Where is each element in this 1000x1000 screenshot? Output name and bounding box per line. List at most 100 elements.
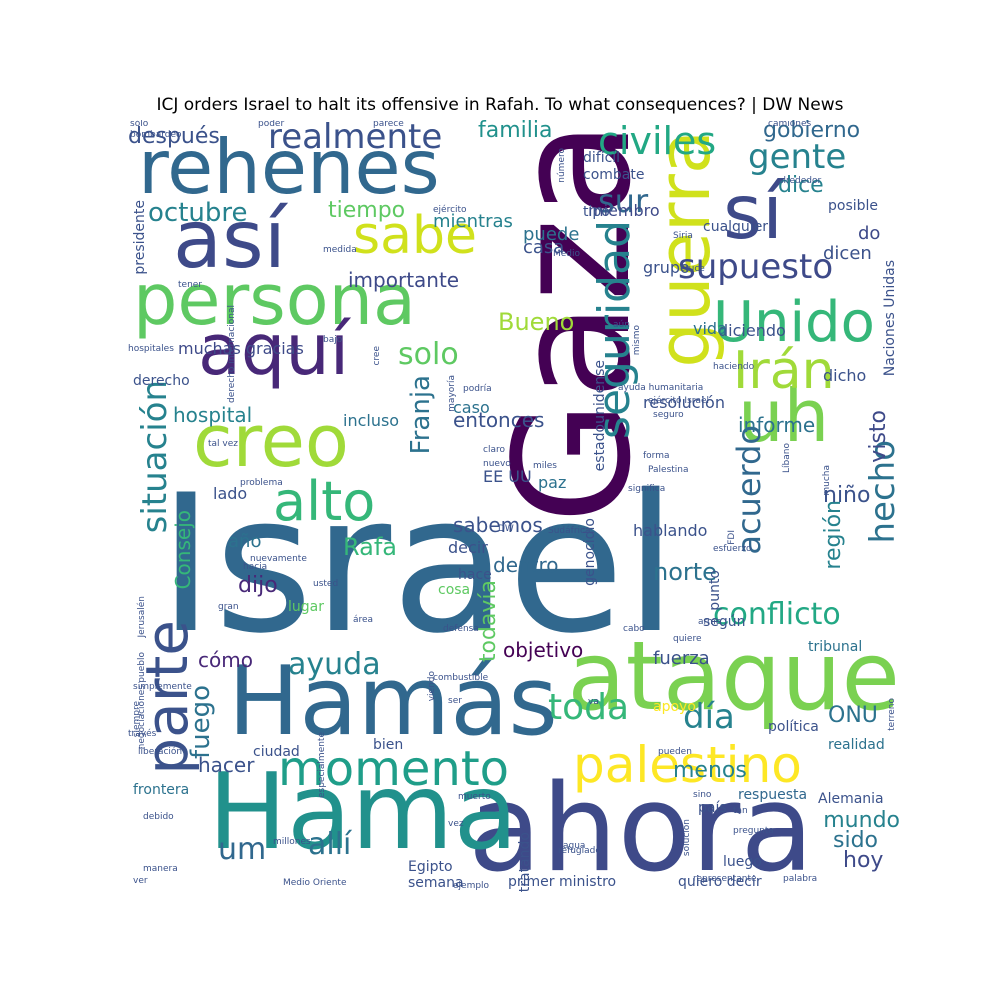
word-incluso: incluso bbox=[343, 411, 400, 430]
word-palestino: palestino bbox=[573, 736, 802, 794]
word-um: um bbox=[218, 832, 267, 867]
word-resolucion: resolución bbox=[643, 393, 725, 412]
word-supuesto: supuesto bbox=[678, 247, 834, 287]
word-como: cómo bbox=[198, 648, 253, 672]
word-numero: número bbox=[557, 148, 567, 183]
word-camiones: camiones bbox=[768, 120, 812, 129]
word-nino: niño bbox=[823, 483, 871, 508]
word-objetivo: objetivo bbox=[503, 638, 584, 662]
word-mucha: mucha bbox=[822, 465, 832, 496]
word-miembro: miembro bbox=[588, 201, 660, 220]
word-hace: hace bbox=[458, 567, 492, 583]
word-tipo: tipo bbox=[583, 204, 610, 220]
word-israel: Israel bbox=[158, 454, 678, 675]
word-medida: medida bbox=[323, 245, 357, 255]
word-pueden: pueden bbox=[658, 747, 692, 757]
word-alli: allí bbox=[308, 827, 352, 862]
word-decir: decir bbox=[448, 538, 488, 557]
word-significa: significa bbox=[628, 484, 666, 494]
word-dicho: dicho bbox=[823, 366, 867, 385]
word-usted: usted bbox=[313, 579, 339, 589]
word-diciendo: diciendo bbox=[718, 321, 786, 340]
word-sabe: sabe bbox=[353, 206, 477, 266]
word-cabo: cabo bbox=[623, 624, 645, 634]
word-consejo: Consejo bbox=[171, 510, 195, 590]
word-pueblo: pueblo bbox=[137, 652, 147, 683]
word-situacion: situación bbox=[135, 380, 175, 534]
word-unido: Unido bbox=[713, 290, 875, 355]
word-egipto: Egipto bbox=[408, 859, 453, 875]
word-conflicto: conflicto bbox=[713, 597, 841, 632]
word-bajo: bajo bbox=[323, 335, 343, 345]
word-luego: luego bbox=[723, 854, 762, 870]
word-agua: agua bbox=[563, 841, 586, 851]
word-dw: DW bbox=[498, 524, 514, 534]
word-va: va bbox=[588, 697, 599, 707]
word-pregunta: pregunta bbox=[733, 826, 774, 836]
word-persona: persona bbox=[133, 259, 416, 341]
word-solo: solo bbox=[398, 337, 459, 372]
word-libano: Líbano bbox=[782, 443, 792, 473]
word-grupo: grupo bbox=[643, 258, 690, 277]
word-combate: combate bbox=[583, 167, 645, 183]
word-simplemente: simplemente bbox=[133, 682, 192, 692]
word-onu: ONU bbox=[828, 703, 878, 728]
word-hamas: Hamás bbox=[228, 647, 558, 757]
word-alto: alto bbox=[273, 470, 376, 533]
word-aun: aún bbox=[613, 320, 630, 330]
word-podria: podría bbox=[463, 384, 492, 394]
word-naciones-unidas: Naciones Unidas bbox=[882, 260, 898, 377]
word-traves: través bbox=[128, 729, 157, 739]
word-medio: Medio bbox=[553, 249, 581, 259]
word-tan: tan bbox=[733, 806, 748, 816]
word-alemania: Alemania bbox=[818, 791, 884, 807]
word-octubre: octubre bbox=[148, 198, 248, 228]
word-ataque: ataque bbox=[567, 622, 900, 732]
word-rafa: Rafa bbox=[343, 533, 398, 561]
word-cree: cree bbox=[372, 346, 382, 366]
word-iran: Irán bbox=[733, 341, 835, 401]
word-ahora: ahora bbox=[468, 760, 814, 892]
word-jerusalen: Jerusalén bbox=[137, 596, 147, 638]
word-punto: punto bbox=[707, 570, 723, 611]
word-aqui: aquí bbox=[198, 309, 350, 391]
word-dentro: dentro bbox=[493, 553, 559, 577]
word-despues: después bbox=[128, 124, 220, 149]
word-bombardeo: bombardeo bbox=[130, 130, 182, 140]
word-siria: Siria bbox=[673, 231, 693, 241]
word-region: región bbox=[821, 500, 846, 570]
word-caso: caso bbox=[453, 398, 490, 417]
word-refugiado: refugiado bbox=[558, 846, 601, 856]
word-terreno: terreno bbox=[887, 698, 897, 731]
word-nuevo: nuevo bbox=[483, 459, 511, 469]
word-arma: arma bbox=[698, 617, 722, 627]
word-lado: lado bbox=[213, 484, 248, 503]
word-nuevamente: nuevamente bbox=[250, 554, 307, 564]
word-todavia: todavía bbox=[476, 580, 501, 663]
word-franja: Franja bbox=[406, 375, 436, 455]
word-sudafrica: Sudáfrica bbox=[548, 526, 591, 536]
word-ayuda: ayuda bbox=[288, 647, 381, 682]
word-forma: forma bbox=[643, 451, 670, 461]
word-vida: vida bbox=[693, 319, 727, 338]
word-millones: millones bbox=[273, 837, 311, 847]
word-esfuerzo: esfuerzo bbox=[713, 544, 752, 554]
word-presidente: presidente bbox=[132, 200, 148, 275]
word-tener: tener bbox=[178, 280, 203, 290]
word-palabra: palabra bbox=[783, 874, 818, 884]
word-haciendo: haciendo bbox=[713, 362, 755, 372]
word-alrededor: alrededor bbox=[778, 176, 822, 186]
word-visto: visto bbox=[866, 410, 891, 463]
word-derecho: derecho bbox=[133, 373, 190, 389]
word-dicen: dicen bbox=[823, 243, 872, 264]
word-ciudad: ciudad bbox=[253, 744, 300, 760]
word-casa: casa bbox=[523, 237, 565, 258]
word-tiempo: tiempo bbox=[328, 198, 406, 223]
word-fuego: fuego bbox=[186, 685, 216, 760]
word-tribunal: tribunal bbox=[808, 639, 863, 655]
word-cosa: cosa bbox=[438, 582, 471, 598]
word-toda: toda bbox=[548, 687, 630, 728]
word-realmente: realmente bbox=[268, 120, 443, 157]
word-debido: debido bbox=[143, 812, 174, 822]
word-entonces: entonces bbox=[453, 408, 545, 432]
